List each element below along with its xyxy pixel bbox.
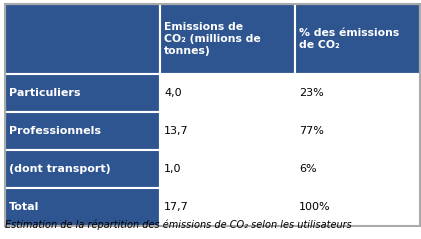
Text: Emissions de
CO₂ (millions de
tonnes): Emissions de CO₂ (millions de tonnes) (164, 22, 261, 56)
Text: 100%: 100% (299, 202, 330, 212)
Bar (160, 188, 295, 226)
Bar (295, 188, 420, 226)
Text: 23%: 23% (299, 88, 324, 98)
Bar (5, 112, 160, 150)
Bar (295, 150, 420, 188)
Bar (5, 74, 160, 112)
Bar (160, 150, 295, 188)
Bar (5, 188, 160, 226)
Bar (5, 4, 160, 74)
Bar (295, 4, 420, 74)
Text: Total: Total (9, 202, 40, 212)
Text: 1,0: 1,0 (164, 164, 181, 174)
Text: 4,0: 4,0 (164, 88, 181, 98)
Text: % des émissions
de CO₂: % des émissions de CO₂ (299, 28, 399, 50)
Text: 17,7: 17,7 (164, 202, 189, 212)
Text: Professionnels: Professionnels (9, 126, 101, 136)
Bar (295, 74, 420, 112)
Text: 77%: 77% (299, 126, 324, 136)
Text: 13,7: 13,7 (164, 126, 189, 136)
Text: Estimation de la répartition des émissions de CO₂ selon les utilisateurs: Estimation de la répartition des émissio… (5, 220, 352, 230)
Bar (5, 150, 160, 188)
Bar (160, 112, 295, 150)
Text: 6%: 6% (299, 164, 317, 174)
Bar (295, 112, 420, 150)
Bar (160, 4, 295, 74)
Text: (dont transport): (dont transport) (9, 164, 111, 174)
Text: Particuliers: Particuliers (9, 88, 80, 98)
Bar (160, 74, 295, 112)
